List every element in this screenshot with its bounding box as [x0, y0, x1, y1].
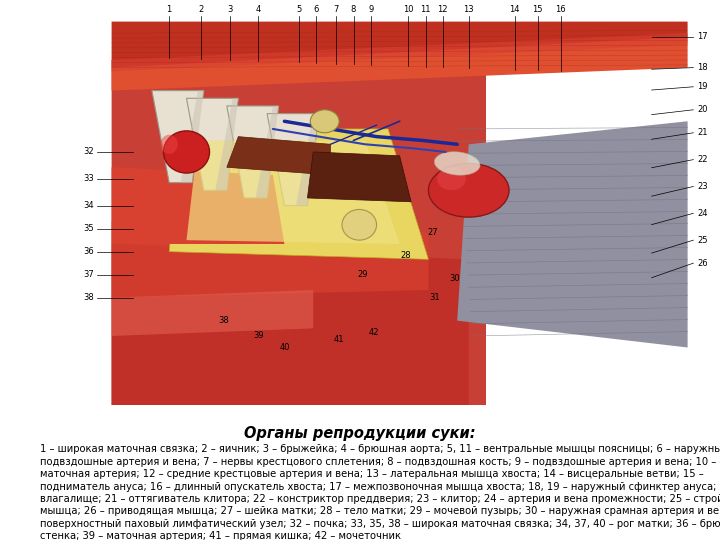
Text: 37: 37: [83, 270, 94, 279]
Text: 14: 14: [510, 4, 520, 14]
Ellipse shape: [428, 164, 509, 217]
Text: 23: 23: [697, 182, 708, 191]
Text: 10: 10: [403, 4, 413, 14]
Text: 4: 4: [256, 4, 261, 14]
Polygon shape: [4, 11, 720, 405]
Text: 28: 28: [400, 251, 410, 260]
Text: 42: 42: [369, 328, 379, 336]
Text: 24: 24: [697, 209, 708, 218]
Text: 1: 1: [166, 4, 172, 14]
Text: 5: 5: [296, 4, 302, 14]
Text: 36: 36: [83, 247, 94, 256]
Polygon shape: [112, 52, 486, 405]
Polygon shape: [112, 290, 313, 336]
Ellipse shape: [310, 110, 339, 133]
Text: 9: 9: [368, 4, 374, 14]
Polygon shape: [267, 113, 319, 206]
Text: 26: 26: [697, 259, 708, 268]
Polygon shape: [256, 106, 279, 198]
Polygon shape: [152, 91, 204, 183]
Text: 38: 38: [219, 316, 229, 325]
Text: 8: 8: [351, 4, 356, 14]
Text: 21: 21: [697, 129, 708, 137]
Text: маточная артерия; 12 – средние крестцовые артерия и вена; 13 – латеральная мышца: маточная артерия; 12 – средние крестцовы…: [40, 469, 703, 479]
Text: 7: 7: [333, 4, 339, 14]
Text: 16: 16: [556, 4, 566, 14]
Text: подвздошные артерия и вена; 7 – нервы крестцового сплетения; 8 – подвздошная кос: подвздошные артерия и вена; 7 – нервы кр…: [40, 457, 720, 467]
Text: 22: 22: [697, 155, 708, 164]
Text: 11: 11: [420, 4, 431, 14]
Polygon shape: [215, 98, 238, 190]
Polygon shape: [112, 33, 688, 71]
Polygon shape: [112, 167, 284, 244]
Ellipse shape: [161, 134, 178, 154]
Text: 19: 19: [697, 82, 708, 91]
Text: стенка; 39 – маточная артерия; 41 – прямая кишка; 42 – мочеточник: стенка; 39 – маточная артерия; 41 – прям…: [40, 531, 400, 540]
Text: 33: 33: [83, 174, 94, 183]
Text: 34: 34: [83, 201, 94, 210]
Text: 29: 29: [357, 270, 367, 279]
Text: 27: 27: [428, 228, 438, 237]
Polygon shape: [181, 91, 204, 183]
Polygon shape: [186, 98, 238, 190]
Text: 38: 38: [83, 293, 94, 302]
Text: 2: 2: [198, 4, 204, 14]
Ellipse shape: [437, 167, 466, 190]
Text: 35: 35: [83, 224, 94, 233]
Polygon shape: [112, 37, 688, 91]
Text: влагалище; 21 – оттягиватель клитора; 22 – констриктор преддверия; 23 – клитор; : влагалище; 21 – оттягиватель клитора; 22…: [40, 494, 720, 504]
Polygon shape: [112, 221, 428, 298]
Text: 41: 41: [334, 335, 344, 345]
Ellipse shape: [342, 210, 377, 240]
Polygon shape: [112, 244, 469, 405]
Polygon shape: [307, 152, 411, 202]
Text: 40: 40: [279, 343, 289, 352]
Text: Органы репродукции суки:: Органы репродукции суки:: [244, 426, 476, 441]
Text: 1 – широкая маточная связка; 2 – яичник; 3 – брыжейка; 4 – брюшная аорта; 5, 11 : 1 – широкая маточная связка; 2 – яичник;…: [40, 444, 720, 454]
Text: подниматель ануса; 16 – длинный опускатель хвоста; 17 – межпозвоночная мышца хво: подниматель ануса; 16 – длинный опускате…: [40, 482, 720, 491]
Text: 15: 15: [533, 4, 543, 14]
Text: 3: 3: [227, 4, 233, 14]
Polygon shape: [186, 140, 400, 244]
Text: 17: 17: [697, 32, 708, 42]
Text: мышца; 26 – приводящая мышца; 27 – шейка матки; 28 – тело матки; 29 – мочевой пу: мышца; 26 – приводящая мышца; 27 – шейка…: [40, 507, 720, 516]
Text: 39: 39: [253, 332, 264, 341]
Text: 12: 12: [438, 4, 448, 14]
Polygon shape: [457, 122, 688, 348]
Polygon shape: [296, 113, 319, 206]
Polygon shape: [112, 22, 688, 68]
Polygon shape: [227, 137, 330, 175]
Polygon shape: [169, 129, 428, 259]
Text: поверхностный паховый лимфатический узел; 32 – почка; 33, 35, 38 – широкая маточ: поверхностный паховый лимфатический узел…: [40, 519, 720, 529]
Text: 13: 13: [464, 4, 474, 14]
Text: 31: 31: [429, 293, 439, 302]
Polygon shape: [227, 106, 279, 198]
Ellipse shape: [163, 131, 210, 173]
Text: 20: 20: [697, 105, 708, 114]
Text: 18: 18: [697, 63, 708, 72]
Text: 6: 6: [313, 4, 319, 14]
Text: 25: 25: [697, 235, 708, 245]
Text: 32: 32: [83, 147, 94, 157]
Ellipse shape: [434, 152, 480, 175]
Text: 30: 30: [449, 274, 459, 283]
